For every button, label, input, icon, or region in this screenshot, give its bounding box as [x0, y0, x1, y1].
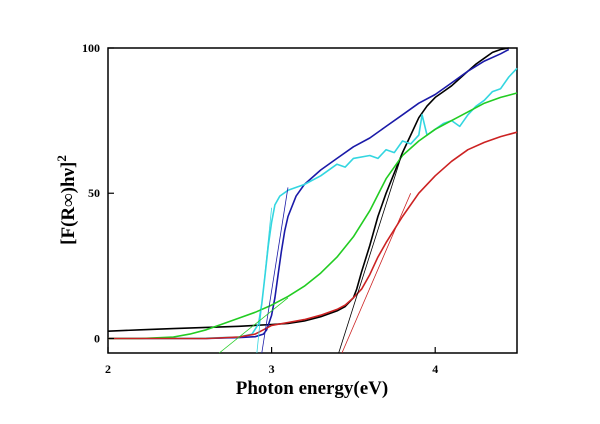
tangent-layer [218, 152, 412, 354]
series-line-5 [108, 131, 518, 340]
series-line-3 [108, 67, 518, 340]
tick-layer: 2 3 4 0 50 100 [82, 41, 438, 376]
y-axis-label-superscript: 2 [54, 155, 69, 162]
plot-frame [107, 47, 518, 354]
series-line-1 [107, 47, 509, 332]
y-axis-label-main: [F(R∞)hν] [58, 162, 79, 245]
x-tick-label: 4 [432, 362, 438, 376]
y-tick-label: 100 [82, 41, 100, 55]
series-line-4 [108, 92, 518, 340]
tangent-line-4 [341, 193, 412, 354]
y-tick-label: 0 [94, 331, 100, 345]
tangent-line-5 [338, 152, 403, 354]
tangent-line-3 [218, 297, 289, 354]
x-axis-label: Photon energy(eV) [236, 378, 389, 399]
series-layer [107, 47, 518, 340]
x-tick-label: 3 [269, 362, 275, 376]
tangent-line-1 [261, 187, 289, 354]
x-tick-label: 2 [105, 362, 111, 376]
tangent-line-2 [256, 207, 272, 354]
y-tick-label: 50 [88, 186, 100, 200]
y-axis-label: [F(R∞)hν]2 [54, 155, 79, 245]
series-line-2 [108, 48, 510, 340]
